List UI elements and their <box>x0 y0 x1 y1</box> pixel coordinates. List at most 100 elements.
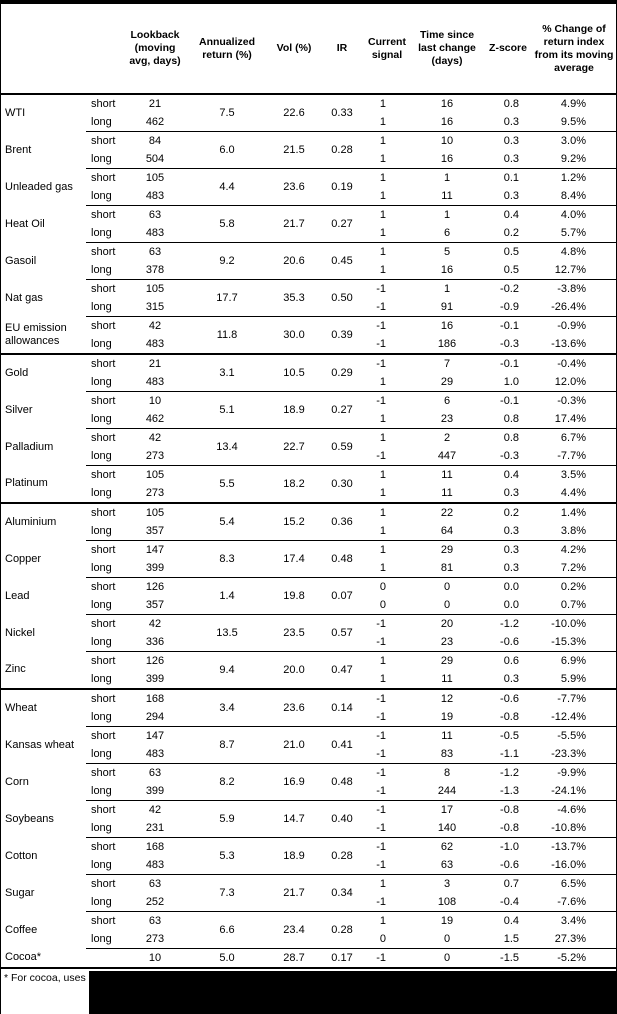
pct-change-value: 6.5% <box>532 874 616 893</box>
table-row: Silver short 10 5.1 18.9 0.27 -1 6 -0.1 -0.3% <box>1 391 616 429</box>
annualized-return-value: 11.8 <box>186 316 268 354</box>
z-score-value: 0.6 <box>484 651 532 670</box>
annualized-return-value: 17.7 <box>186 279 268 317</box>
z-score-value: 0.2 <box>503 226 519 239</box>
commodity-name: EU emission allowances <box>5 321 67 347</box>
z-score-value: 1.5 <box>503 932 519 945</box>
time-since-value: 19 <box>410 911 484 930</box>
current-signal-value: 1 <box>364 93 410 113</box>
table-row: long 273 0 0 1.5 27.3% <box>1 930 616 949</box>
z-score-value: 0.3 <box>503 152 519 165</box>
vol-value: 23.6 <box>268 688 320 727</box>
z-score-value: 0.4 <box>484 465 532 484</box>
pct-change-value: -5.5% <box>532 726 616 745</box>
pct-change-value: 5.7% <box>560 226 586 239</box>
table-row: long 483 -1 63 -0.6 -16.0% <box>1 856 616 875</box>
table-header-row: Lookback (moving avg, days) Annualized r… <box>1 4 616 95</box>
window-label: long <box>91 375 112 388</box>
z-score-value: 0.7 <box>484 874 532 893</box>
window-label: long <box>91 561 112 574</box>
current-signal-value: 0 <box>364 577 410 596</box>
current-signal-value: -1 <box>376 710 386 723</box>
annualized-return-value: 5.3 <box>186 837 268 875</box>
time-since-value: 16 <box>440 263 454 276</box>
current-signal-value: -1 <box>376 300 386 313</box>
window-label: short <box>86 205 124 224</box>
pct-change-value: -13.6% <box>551 337 586 350</box>
ir-value: 0.07 <box>320 577 364 615</box>
time-since-value: 11 <box>441 189 453 202</box>
pct-change-value: 8.4% <box>560 189 586 202</box>
table-row: long 399 -1 244 -1.3 -24.1% <box>1 782 616 801</box>
time-since-value: 1 <box>410 279 484 298</box>
commodity-name: Heat Oil <box>5 217 45 230</box>
table-row: long 504 1 16 0.3 9.2% <box>1 150 616 169</box>
vol-value: 10.5 <box>268 353 320 392</box>
pct-change-value: -5.2% <box>532 948 616 969</box>
table-row: Corn short 63 8.2 16.9 0.48 -1 8 -1.2 -9.9% <box>1 763 616 801</box>
vol-value: 21.0 <box>268 726 320 764</box>
vol-value: 30.0 <box>268 316 320 354</box>
pct-change-value: 4.9% <box>532 93 616 113</box>
col-header-z-score: Z-score <box>484 4 532 95</box>
commodity-name: Copper <box>5 552 42 565</box>
time-since-value: 11 <box>410 465 484 484</box>
window-label: short <box>86 800 124 819</box>
lookback-value: 105 <box>124 502 186 522</box>
current-signal-value: 1 <box>364 651 410 670</box>
window-label: long <box>91 598 112 611</box>
pct-change-value: -4.6% <box>532 800 616 819</box>
window-label: long <box>91 189 112 202</box>
z-score-value: 0.0 <box>484 577 532 596</box>
table-row: Coffee short 63 6.6 23.4 0.28 1 19 0.4 3.4% <box>1 911 616 949</box>
z-score-value: -0.6 <box>484 688 532 708</box>
time-since-value: 16 <box>410 93 484 113</box>
ir-value: 0.27 <box>320 205 364 243</box>
annualized-return-value: 6.0 <box>186 131 268 169</box>
lookback-value: 483 <box>145 226 165 239</box>
pct-change-value: 1.4% <box>532 502 616 522</box>
pct-change-value: -23.3% <box>551 747 586 760</box>
lookback-value: 147 <box>124 726 186 745</box>
lookback-value: 126 <box>124 577 186 596</box>
current-signal-value: -1 <box>364 688 410 708</box>
table-row: long 483 1 29 1.0 12.0% <box>1 373 616 392</box>
vol-value: 35.3 <box>268 279 320 317</box>
table-row: long 357 1 64 0.3 3.8% <box>1 522 616 541</box>
vol-value: 23.5 <box>268 614 320 652</box>
window-label: short <box>86 391 124 410</box>
z-score-value: -0.8 <box>500 710 519 723</box>
pct-change-value: -3.8% <box>532 279 616 298</box>
lookback-value: 21 <box>124 353 186 373</box>
commodity-name: Nat gas <box>5 291 43 304</box>
table-row: Aluminium short 105 5.4 15.2 0.36 1 22 0.2 1.4% <box>1 502 616 541</box>
ir-value: 0.40 <box>320 800 364 838</box>
pct-change-value: 17.4% <box>554 412 586 425</box>
annualized-return-value: 5.0 <box>186 948 268 969</box>
window-label: short <box>86 131 124 150</box>
pct-change-value: -15.3% <box>551 635 586 648</box>
lookback-value: 63 <box>124 242 186 261</box>
ir-value: 0.14 <box>320 688 364 727</box>
commodity-name: Nickel <box>5 626 35 639</box>
pct-change-value: 12.7% <box>554 263 586 276</box>
time-since-value: 0 <box>410 948 484 969</box>
current-signal-value: 1 <box>379 412 386 425</box>
table-row: long 294 -1 19 -0.8 -12.4% <box>1 708 616 727</box>
lookback-value: 231 <box>145 821 165 834</box>
lookback-value: 105 <box>124 465 186 484</box>
time-since-value: 91 <box>440 300 454 313</box>
lookback-value: 399 <box>145 784 165 797</box>
table-row: long 399 1 81 0.3 7.2% <box>1 559 616 578</box>
pct-change-value: 7.2% <box>560 561 586 574</box>
redaction-bar <box>89 971 616 1014</box>
annualized-return-value: 3.4 <box>186 688 268 727</box>
current-signal-value: 1 <box>379 152 386 165</box>
commodity-name: Zinc <box>5 663 26 676</box>
time-since-value: 22 <box>410 502 484 522</box>
current-signal-value: -1 <box>364 837 410 856</box>
window-label: short <box>86 614 124 633</box>
vol-value: 14.7 <box>268 800 320 838</box>
annualized-return-value: 4.4 <box>186 168 268 206</box>
current-signal-value: -1 <box>364 763 410 782</box>
